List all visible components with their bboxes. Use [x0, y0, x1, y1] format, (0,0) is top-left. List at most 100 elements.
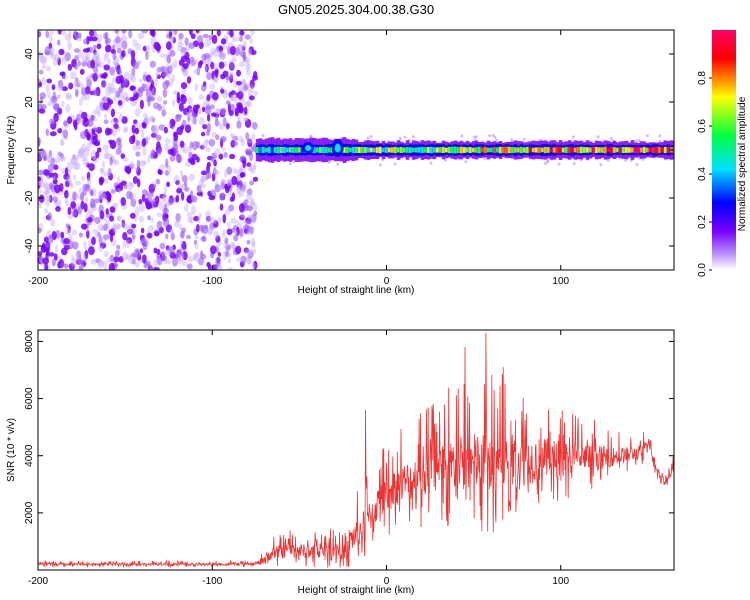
spectrogram-noise-cell: [211, 34, 218, 45]
spectrogram-noise-cell: [240, 155, 247, 161]
spectrogram-band-core: [618, 146, 623, 154]
spectrogram-noise-cell: [213, 169, 220, 176]
spectrogram-noise-cell: [190, 33, 196, 40]
spectrogram-noise-cell: [130, 100, 137, 107]
spectrogram-noise-cell: [132, 61, 140, 70]
spectrogram-band-core: [444, 147, 449, 153]
spectrogram-noise-cell: [72, 210, 77, 218]
spectrogram-band-core: [366, 147, 371, 153]
spectrogram-noise-cell: [198, 94, 205, 100]
spectrogram-noise-cell: [38, 137, 41, 147]
spectrogram-noise-cell: [213, 148, 221, 157]
spectrogram-noise-cell: [130, 229, 138, 234]
spectrogram-band-core: [516, 147, 521, 153]
spectrogram-band-core: [450, 146, 455, 154]
spectrogram-noise-cell: [226, 123, 230, 130]
spectrogram-noise-cell: [147, 215, 152, 221]
spectrogram-noise-cell: [191, 153, 198, 161]
spectrogram-noise-cell: [208, 195, 216, 201]
spectrogram-noise-cell: [159, 53, 167, 58]
spectrogram-noise-cell: [219, 55, 226, 60]
spectrogram-noise-cell: [121, 40, 128, 50]
spectrogram-band-core: [447, 146, 452, 154]
spectrogram-noise-cell: [87, 128, 92, 134]
spectrogram-band-core: [474, 147, 479, 153]
spectrogram-noise-cell: [153, 124, 160, 134]
spectrogram-noise-cell: [200, 250, 204, 258]
spectrogram-band-core: [312, 146, 317, 154]
spectrogram-noise-cell: [47, 101, 53, 107]
spectrogram-noise-cell: [191, 205, 197, 215]
spectrogram-noise-cell: [223, 88, 227, 95]
spectrogram-noise-cell: [214, 118, 219, 127]
spectrogram-noise-cell: [182, 149, 188, 154]
spectrogram-noise-cell: [109, 82, 115, 91]
spectrogram-noise-cell: [238, 203, 245, 213]
spectrogram-noise-cell: [153, 247, 158, 254]
spectrogram-band-core: [399, 147, 404, 153]
spectrogram-noise-cell: [74, 63, 78, 70]
spectrogram-noise-cell: [68, 82, 74, 90]
spectrogram-noise-cell: [163, 203, 168, 213]
spectrogram-band-core: [576, 146, 581, 154]
spectrogram-noise-cell: [238, 227, 244, 237]
spectrogram-noise-cell: [45, 128, 49, 136]
spectrogram-noise-cell: [77, 254, 82, 264]
spectrogram-noise-cell: [48, 252, 55, 257]
spectrogram-noise-cell: [141, 138, 147, 148]
spectrogram-noise-cell: [243, 186, 247, 193]
spectrogram-noise-cell: [213, 48, 220, 58]
spectrogram-noise-cell: [118, 113, 124, 121]
spectrogram-noise-cell: [70, 156, 78, 166]
spectrogram-noise-cell: [96, 55, 101, 65]
spectrogram-noise-cell: [120, 153, 126, 159]
spectrogram-noise-cell: [233, 234, 239, 242]
spectrogram-noise-cell: [182, 63, 189, 70]
spectrogram-noise-cell: [246, 256, 253, 265]
spectrogram-noise-cell: [127, 225, 132, 235]
spectrogram-band-speck: [601, 139, 605, 143]
spectrogram-noise-cell: [49, 47, 53, 57]
spectrogram-noise-cell: [178, 223, 183, 231]
spectrogram-noise-cell: [227, 103, 231, 113]
spectrogram-noise-cell: [106, 97, 111, 103]
spectrogram-band-speck: [472, 135, 476, 139]
spectrogram-band-core: [639, 147, 644, 153]
spectrogram-noise-cell: [153, 267, 160, 270]
spectrogram-noise-cell: [94, 233, 100, 239]
spectrogram-noise-cell: [105, 44, 112, 53]
spectrogram-noise-cell: [169, 118, 176, 127]
spectrogram-noise-cell: [232, 168, 238, 174]
spectrogram-noise-cell: [49, 195, 53, 203]
spectrogram-noise-cell: [189, 30, 193, 36]
spectrogram-noise-cell: [213, 159, 217, 167]
y-tick-label: 40: [24, 48, 35, 60]
spectrogram-noise-cell: [95, 55, 99, 65]
spectrogram-noise-cell: [41, 64, 47, 69]
spectrogram-noise-cell: [72, 162, 79, 171]
spectrogram-noise-cell: [108, 172, 114, 181]
spectrogram-band-core: [561, 147, 566, 153]
spectrogram-noise-cell: [141, 160, 147, 165]
spectrogram-noise-cell: [201, 84, 207, 92]
spectrogram-noise-cell: [186, 57, 191, 66]
spectrogram-noise-cell: [116, 137, 122, 146]
spectrogram-noise-cell: [57, 30, 62, 35]
spectrogram-noise-cell: [236, 184, 241, 191]
spectrogram-noise-cell: [225, 100, 231, 105]
spectrogram-noise-cell: [136, 166, 141, 176]
spectrogram-band-core: [276, 146, 281, 154]
spectrogram-noise-cell: [191, 195, 198, 203]
spectrogram-noise-cell: [74, 78, 81, 88]
spectrogram-band-core: [459, 146, 464, 154]
spectrogram-noise-cell: [106, 194, 112, 203]
spectrogram-noise-cell: [38, 182, 41, 189]
spectrogram-noise-cell: [85, 76, 92, 85]
spectrogram-noise-cell: [174, 148, 179, 157]
spectrogram-noise-cell: [167, 65, 173, 75]
spectrogram-noise-cell: [92, 65, 99, 74]
spectrogram-noise-cell: [173, 30, 178, 36]
spectrogram-noise-cell: [40, 55, 46, 65]
spectrogram-noise-cell: [194, 83, 198, 92]
spectrogram-band-core: [471, 147, 476, 153]
